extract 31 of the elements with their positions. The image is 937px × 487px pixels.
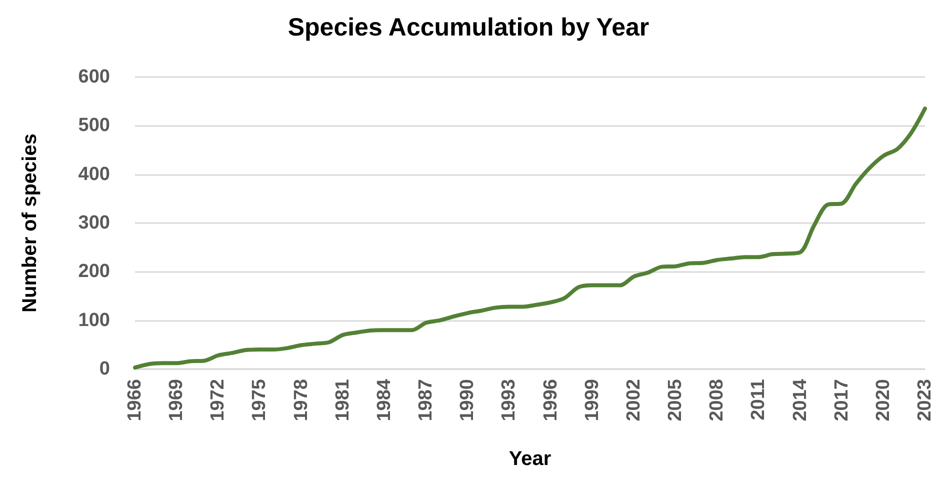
x-tick-label: 1984 (374, 378, 395, 422)
x-tick-label: 1972 (208, 379, 229, 422)
x-tick-label: 1966 (124, 379, 146, 422)
x-tick-label: 1978 (290, 379, 312, 422)
x-tick-label: 1981 (332, 378, 354, 422)
x-tick-label: 1996 (540, 379, 562, 422)
y-tick-label: 400 (78, 164, 110, 185)
x-tick-label: 2020 (872, 379, 894, 422)
x-tick-label: 2011 (748, 378, 770, 420)
y-tick-label: 200 (78, 261, 110, 282)
y-axis-title: Number of species (19, 134, 41, 312)
y-tick-label: 500 (78, 115, 110, 136)
x-tick-label: 2008 (706, 379, 728, 422)
y-tick-label: 100 (78, 310, 110, 331)
y-tick-label: 0 (99, 358, 110, 380)
x-tick-label: 2005 (665, 378, 686, 422)
x-tick-label: 2017 (831, 379, 852, 422)
y-tick-label: 600 (78, 66, 110, 88)
x-tick-label: 1993 (498, 379, 520, 422)
line-series (133, 106, 927, 370)
y-tick-label: 300 (78, 212, 110, 234)
x-axis-title: Year (508, 448, 552, 470)
x-tick-label: 2002 (623, 379, 644, 422)
chart-title: Species Accumulation by Year (288, 14, 650, 42)
x-tick-label: 1987 (416, 379, 437, 422)
x-tick-label: 1969 (166, 379, 188, 422)
x-tick-label: 2023 (914, 379, 936, 422)
x-tick-label: 1999 (582, 379, 603, 422)
x-tick-label: 2014 (790, 378, 811, 422)
x-tick-label: 1975 (249, 378, 270, 422)
x-tick-label: 1990 (457, 379, 478, 422)
